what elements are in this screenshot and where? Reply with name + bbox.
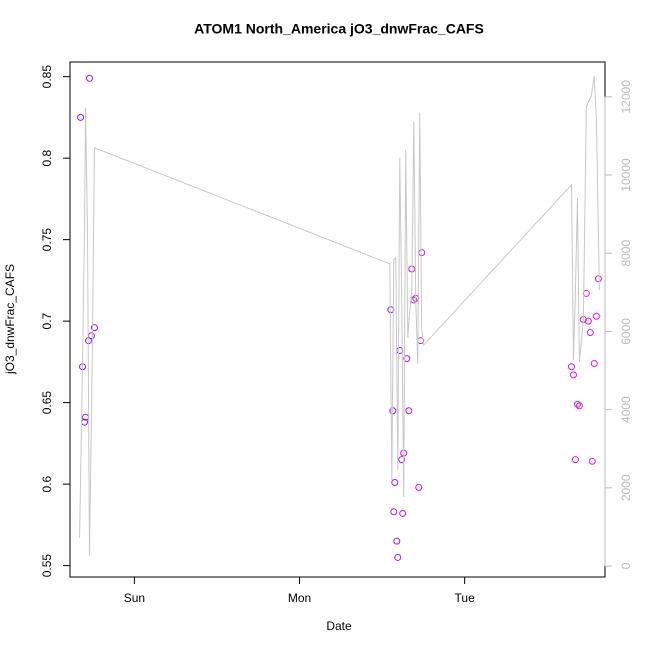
y-tick-label: 0.55 xyxy=(40,554,54,578)
y2-tick-label: 2000 xyxy=(619,474,633,501)
chart-title: ATOM1 North_America jO3_dnwFrac_CAFS xyxy=(194,21,484,37)
point xyxy=(415,483,423,491)
point xyxy=(393,537,401,545)
x-tick-label: Tue xyxy=(455,591,476,605)
y-tick-label: 0.8 xyxy=(40,149,54,166)
point xyxy=(390,508,398,516)
y-axis-label: jO3_dnwFrac_CAFS xyxy=(3,264,17,375)
point xyxy=(77,113,85,121)
x-axis-label: Date xyxy=(326,619,352,633)
point xyxy=(584,317,592,325)
x-tick-label: Sun xyxy=(124,591,145,605)
y-tick-label: 0.85 xyxy=(40,65,54,89)
point xyxy=(586,329,594,337)
point xyxy=(594,275,602,283)
y2-tick-label: 12000 xyxy=(619,80,633,114)
y2-tick-label: 10000 xyxy=(619,158,633,192)
y-tick-label: 0.7 xyxy=(40,312,54,329)
point xyxy=(569,371,577,379)
point xyxy=(567,363,575,371)
point xyxy=(573,400,581,408)
point xyxy=(418,249,426,257)
point xyxy=(590,360,598,368)
point xyxy=(571,456,579,464)
point xyxy=(394,553,402,561)
y-tick-label: 0.75 xyxy=(40,228,54,252)
point xyxy=(399,509,407,517)
x-tick-label: Mon xyxy=(288,591,311,605)
point xyxy=(90,324,98,332)
y2-tick-label: 4000 xyxy=(619,396,633,423)
point xyxy=(398,456,406,464)
point xyxy=(588,457,596,465)
altitude-line xyxy=(79,75,600,557)
point xyxy=(85,74,93,82)
y2-tick-label: 6000 xyxy=(619,318,633,345)
y2-tick-label: 8000 xyxy=(619,240,633,267)
point xyxy=(575,402,583,410)
y-tick-label: 0.65 xyxy=(40,391,54,415)
plot-box xyxy=(69,61,606,578)
y-tick-label: 0.6 xyxy=(40,475,54,492)
point xyxy=(391,478,399,486)
point xyxy=(403,355,411,363)
point xyxy=(405,407,413,415)
y2-tick-label: 0 xyxy=(619,562,633,569)
point xyxy=(87,332,95,340)
point xyxy=(592,312,600,320)
